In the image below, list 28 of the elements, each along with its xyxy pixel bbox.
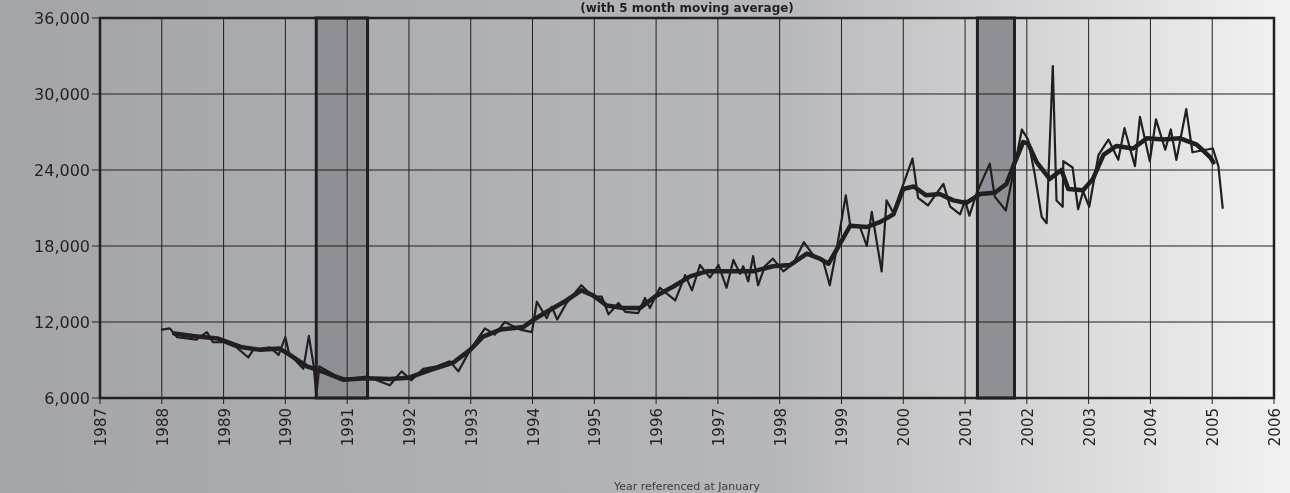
x-tick-label: 2001 — [957, 408, 976, 447]
x-tick-label: 2000 — [895, 408, 914, 447]
y-tick-label: 24,000 — [34, 161, 90, 180]
y-tick-label: 12,000 — [34, 313, 90, 332]
x-tick-label: 2003 — [1080, 408, 1099, 447]
x-tick-label: 2005 — [1204, 408, 1223, 447]
x-tick-label: 1998 — [771, 408, 790, 447]
y-tick-label: 30,000 — [34, 85, 90, 104]
y-tick-label: 6,000 — [44, 389, 90, 408]
x-tick-label: 1991 — [339, 408, 358, 447]
x-tick-label: 1994 — [524, 408, 543, 447]
x-tick-label: 1992 — [400, 408, 419, 447]
x-tick-label: 1995 — [586, 408, 605, 447]
x-tick-label: 1987 — [92, 408, 110, 447]
x-tick-label: 1996 — [648, 408, 667, 447]
x-axis-title: Year referenced at January — [612, 480, 761, 493]
x-tick-label: 1999 — [833, 408, 852, 447]
x-tick-label: 1997 — [709, 408, 728, 447]
x-tick-label: 2006 — [1266, 408, 1284, 447]
x-tick-label: 2002 — [1018, 408, 1037, 447]
x-tick-label: 2004 — [1142, 408, 1161, 447]
y-tick-label: 36,000 — [34, 9, 90, 28]
y-tick-label: 18,000 — [34, 237, 90, 256]
x-tick-label: 1990 — [277, 408, 296, 447]
x-tick-label: 1988 — [153, 408, 172, 447]
x-tick-label: 1993 — [462, 408, 481, 447]
chart-title: (with 5 month moving average) — [580, 1, 794, 15]
x-tick-label: 1989 — [215, 408, 234, 447]
